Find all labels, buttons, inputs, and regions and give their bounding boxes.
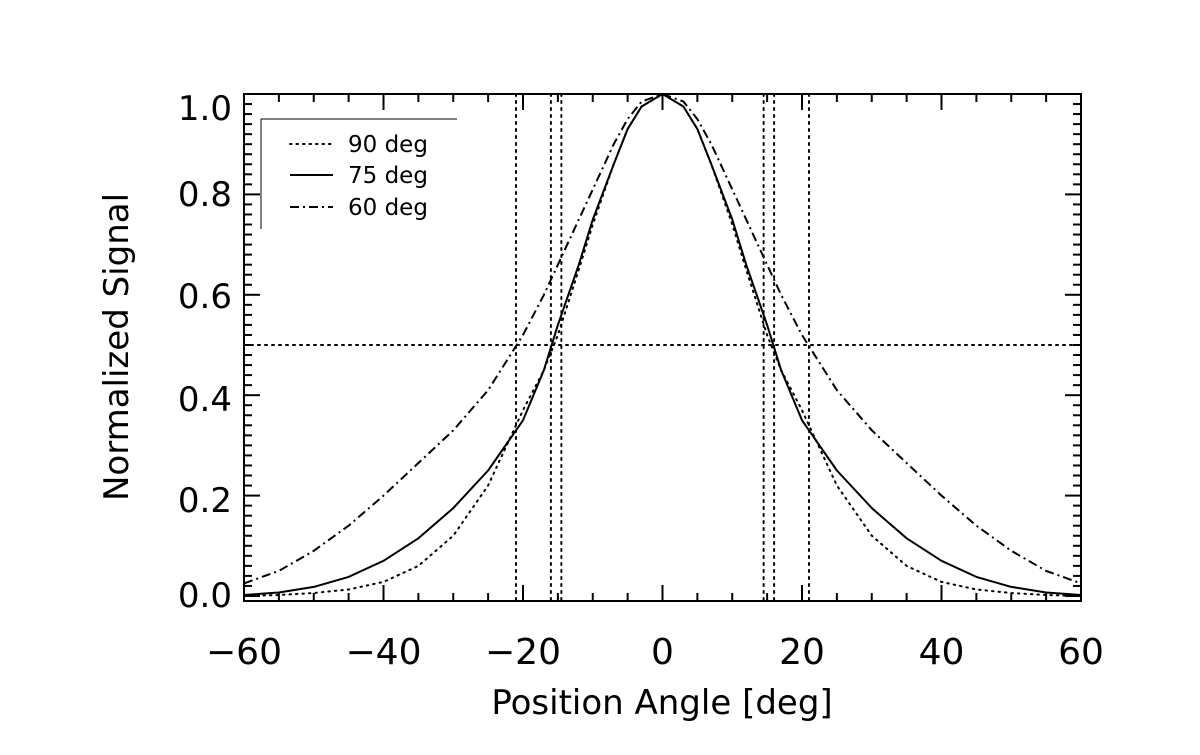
x-tick-label: 20 bbox=[779, 632, 825, 673]
y-tick-label: 0.8 bbox=[178, 175, 232, 215]
x-tick-labels: −60 −40 −20 0 20 40 60 bbox=[206, 632, 1104, 673]
x-tick-label: 0 bbox=[651, 632, 674, 673]
legend: 90 deg 75 deg 60 deg bbox=[260, 118, 457, 229]
y-tick-label: 0.6 bbox=[178, 277, 232, 317]
legend-label-75deg: 75 deg bbox=[348, 163, 428, 189]
y-tick-label: 0.0 bbox=[178, 576, 232, 616]
tick-marks bbox=[243, 93, 1082, 601]
y-tick-label: 1.0 bbox=[178, 89, 232, 129]
x-axis-label: Position Angle [deg] bbox=[491, 683, 832, 723]
x-tick-label: −40 bbox=[346, 632, 422, 673]
reference-lines bbox=[243, 93, 1082, 602]
x-tick-label: −20 bbox=[485, 632, 561, 673]
y-tick-label: 0.2 bbox=[178, 481, 232, 521]
x-tick-label: 60 bbox=[1058, 632, 1104, 673]
legend-label-90deg: 90 deg bbox=[348, 132, 428, 158]
y-tick-labels: 0.0 0.2 0.4 0.6 0.8 1.0 bbox=[178, 89, 232, 616]
x-tick-label: −60 bbox=[206, 632, 282, 673]
legend-label-60deg: 60 deg bbox=[348, 195, 428, 221]
y-axis-label: Normalized Signal bbox=[97, 193, 137, 501]
y-tick-label: 0.4 bbox=[178, 380, 232, 420]
x-tick-label: 40 bbox=[919, 632, 965, 673]
